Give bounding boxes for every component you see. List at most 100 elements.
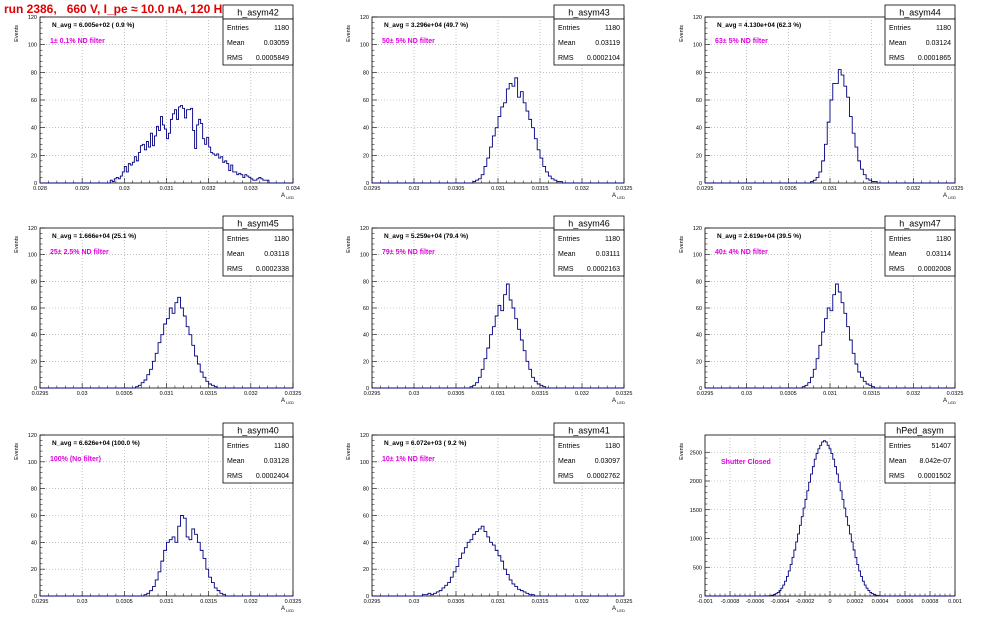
stats-label: Mean <box>558 458 576 465</box>
stats-label: Mean <box>227 458 245 465</box>
y-tick-label: 40 <box>363 126 369 132</box>
x-tick-label: 0.0315 <box>532 186 549 192</box>
x-tick-label: 0.032 <box>906 186 920 192</box>
y-tick-label: 60 <box>363 98 369 104</box>
y-tick-label: 1000 <box>690 537 702 543</box>
x-tick-label: 0.03 <box>77 391 88 397</box>
x-axis-title: A LED <box>612 606 625 613</box>
histogram-name: h_asym43 <box>568 8 610 18</box>
histogram-series <box>705 69 955 184</box>
x-tick-label: 0.03 <box>119 186 130 192</box>
n-avg-label: N_avg = 1.666e+04 (25.1 %) <box>52 233 136 240</box>
stats-label: RMS <box>889 473 905 480</box>
x-tick-label: 0.031 <box>160 186 174 192</box>
x-axis-title: A LED <box>281 398 294 405</box>
histogram-series <box>705 440 955 597</box>
x-tick-label: 0 <box>828 599 831 605</box>
y-tick-label: 0 <box>366 386 369 392</box>
y-tick-label: 20 <box>31 153 37 159</box>
filter-label: 50± 5% ND filter <box>382 38 435 45</box>
x-tick-label: 0.0305 <box>448 391 465 397</box>
stats-value: 0.0002163 <box>587 266 620 273</box>
x-tick-label: 0.0305 <box>780 186 797 192</box>
stats-box <box>553 229 625 277</box>
x-tick-label: 0.0315 <box>863 186 880 192</box>
stats-value: 0.0001502 <box>918 473 951 480</box>
x-tick-label: 0.031 <box>160 391 174 397</box>
x-tick-label: 0.031 <box>823 391 837 397</box>
histogram-series <box>705 283 955 389</box>
stats-value: 0.0002104 <box>587 55 620 62</box>
y-axis-title: Events <box>346 236 352 253</box>
n-avg-label: N_avg = 6.005e+02 ( 0.9 %) <box>52 22 134 29</box>
y-tick-label: 80 <box>696 279 702 285</box>
y-tick-label: 80 <box>363 279 369 285</box>
y-tick-label: 100 <box>360 253 369 259</box>
stats-box <box>222 436 294 484</box>
x-tick-label: 0.032 <box>575 391 589 397</box>
stats-box <box>884 436 956 484</box>
y-tick-label: 2000 <box>690 479 702 485</box>
y-tick-label: 2500 <box>690 450 702 456</box>
x-tick-label: -0.0008 <box>721 599 740 605</box>
stats-label: Entries <box>558 236 580 243</box>
histogram-panel-h_asym41: 0 20 40 60 80 100 120 0.0295 0.03 0.0305 0.031 0.03… <box>346 422 632 613</box>
x-tick-label: 0.03 <box>741 391 752 397</box>
x-tick-label: 0.0295 <box>364 391 381 397</box>
stats-value: 1180 <box>605 25 620 32</box>
stats-label: Entries <box>558 443 580 450</box>
stats-value: 0.0002762 <box>587 473 620 480</box>
y-tick-label: 0 <box>366 594 369 600</box>
stats-value: 51407 <box>932 443 952 450</box>
x-tick-label: 0.0325 <box>285 599 302 605</box>
y-axis-title: Events <box>14 443 20 460</box>
filter-label: 100% (No filter) <box>50 456 101 463</box>
y-tick-label: 40 <box>696 333 702 339</box>
x-tick-label: -0.0006 <box>746 599 765 605</box>
y-tick-label: 100 <box>28 253 37 259</box>
y-tick-label: 20 <box>363 567 369 573</box>
x-tick-label: 0.0315 <box>200 391 217 397</box>
x-axis-title: A LED <box>281 606 294 613</box>
x-tick-label: 0.0325 <box>947 186 964 192</box>
n-avg-label: N_avg = 6.072e+03 ( 9.2 %) <box>384 440 466 447</box>
y-tick-label: 20 <box>363 359 369 365</box>
histogram-panel-hPed_asym: 0 500 1000 1500 2000 2500 -0.001 -0.0008 -0.0006… <box>679 422 962 605</box>
x-tick-label: 0.0315 <box>532 391 549 397</box>
stats-label: Mean <box>558 40 576 47</box>
x-tick-label: 0.0305 <box>116 391 133 397</box>
x-axis-title: A LED <box>943 398 956 405</box>
x-tick-label: 0.0295 <box>697 391 714 397</box>
n-avg-label: N_avg = 5.259e+04 (79.4 %) <box>384 233 468 240</box>
y-tick-label: 40 <box>363 333 369 339</box>
stats-value: 1180 <box>605 443 620 450</box>
y-tick-label: 20 <box>696 359 702 365</box>
y-tick-label: 120 <box>693 15 702 21</box>
stats-label: Mean <box>227 40 245 47</box>
x-axis-title: A LED <box>612 398 625 405</box>
x-tick-label: 0.03 <box>409 391 420 397</box>
y-tick-label: 80 <box>363 487 369 493</box>
x-axis-title: A LED <box>943 193 956 200</box>
x-tick-label: 0.029 <box>75 186 89 192</box>
filter-label: 40± 4% ND filter <box>715 249 768 256</box>
x-tick-label: 0.0305 <box>448 599 465 605</box>
x-tick-label: 0.0315 <box>532 599 549 605</box>
stats-value: 1180 <box>274 443 289 450</box>
histogram-panel-h_asym40: 0 20 40 60 80 100 120 0.0295 0.03 0.0305 0.031 0.03… <box>14 422 302 613</box>
stats-label: Entries <box>889 25 911 32</box>
y-tick-label: 60 <box>363 306 369 312</box>
y-axis-title: Events <box>14 25 20 42</box>
filter-label: Shutter Closed <box>721 459 771 466</box>
stats-value: 0.03059 <box>264 40 289 47</box>
stats-label: RMS <box>558 473 574 480</box>
x-tick-label: 0.0305 <box>780 391 797 397</box>
histogram-name: h_asym41 <box>568 426 610 436</box>
filter-label: 63± 5% ND filter <box>715 38 768 45</box>
stats-box <box>884 18 956 66</box>
y-tick-label: 0 <box>366 181 369 187</box>
x-tick-label: 0.0295 <box>32 599 49 605</box>
x-tick-label: 0.0305 <box>116 599 133 605</box>
y-tick-label: 500 <box>693 565 702 571</box>
